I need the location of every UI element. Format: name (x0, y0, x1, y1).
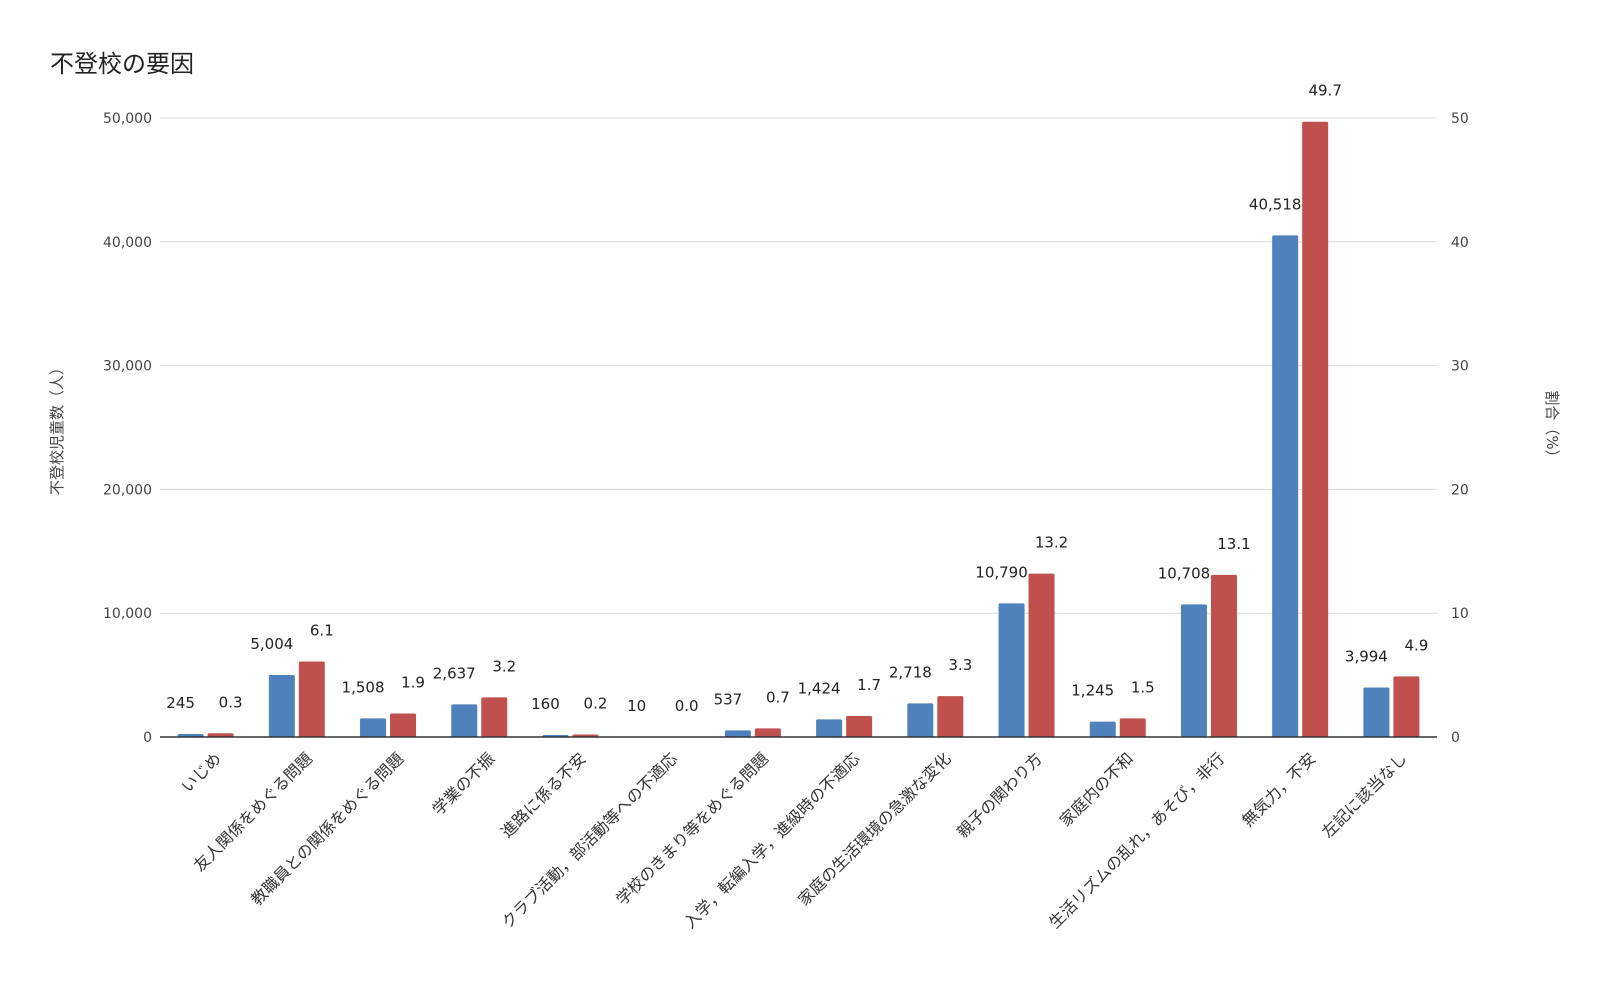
bars (177, 121, 1420, 738)
data-label-count: 2,637 (433, 664, 476, 682)
bar-percent (1393, 676, 1420, 737)
y-axis-title: 不登校児童数（人） (48, 360, 66, 495)
x-tick-label: 入学，転編入学，進級時の不適応 (680, 749, 863, 932)
data-label-percent: 0.2 (584, 695, 608, 713)
bar-count (1089, 721, 1116, 737)
data-label-count: 537 (714, 690, 743, 708)
data-label-percent: 3.2 (492, 657, 516, 675)
x-tick-label: 生活リズムの乱れ，あそび，非行 (1045, 749, 1228, 932)
bar-percent (481, 697, 508, 737)
data-label-count: 3,994 (1345, 648, 1388, 666)
x-tick-label: 進路に係る不安 (497, 749, 590, 842)
bar-count (360, 718, 387, 737)
y-tick-label: 10,000 (103, 606, 152, 622)
data-label-percent: 0.3 (219, 693, 243, 711)
x-tick-label: 左記に該当なし (1318, 749, 1411, 842)
data-label-percent: 13.2 (1035, 534, 1068, 552)
data-label-count: 160 (531, 695, 560, 713)
data-label-count: 5,004 (250, 635, 293, 653)
y2-tick-label: 40 (1451, 235, 1469, 251)
data-labels: 245 0.3 5,004 6.1 1,508 1.9 2,637 3.2 160 0.2 10 0.… (166, 82, 1428, 715)
bar-count (268, 675, 295, 737)
y2-tick-label: 0 (1451, 730, 1460, 746)
data-label-percent: 0.7 (766, 688, 790, 706)
bar-percent (390, 713, 417, 737)
y2-tick-label: 20 (1451, 482, 1469, 498)
data-label-percent: 1.5 (1131, 678, 1155, 696)
y-tick-label: 40,000 (103, 235, 152, 251)
bar-percent (1028, 573, 1055, 737)
data-label-percent: 1.7 (857, 676, 881, 694)
x-tick-label: クラブ活動，部活動等への不適応 (498, 749, 681, 932)
data-label-percent: 6.1 (310, 621, 334, 639)
bar-count (1272, 235, 1299, 738)
data-label-percent: 13.1 (1217, 535, 1250, 553)
bar-count (907, 703, 934, 737)
bar-percent (937, 696, 964, 737)
x-tick-label: 学業の不振 (429, 749, 499, 819)
bar-count (724, 730, 751, 737)
data-label-count: 10 (627, 697, 646, 715)
x-tick-label: 家庭の生活環境の急激な変化 (794, 749, 955, 910)
data-label-count: 1,508 (342, 678, 385, 696)
chart-title: 不登校の要因 (50, 50, 194, 78)
data-label-percent: 1.9 (401, 673, 425, 691)
y2-axis-title: 割合（%） (1543, 390, 1561, 464)
y-tick-label: 50,000 (103, 111, 152, 127)
x-tick-label: 親子の関わり方 (953, 749, 1046, 842)
y-tick-label: 30,000 (103, 359, 152, 375)
x-tick-label: 教職員との関係をめぐる問題 (247, 749, 407, 909)
bar-percent (846, 715, 873, 737)
y-tick-label: 20,000 (103, 482, 152, 498)
bar-percent (1210, 574, 1237, 737)
bar-count (1363, 687, 1390, 737)
data-label-count: 1,424 (798, 679, 841, 697)
data-label-percent: 4.9 (1404, 636, 1428, 654)
data-label-percent: 3.3 (948, 656, 972, 674)
bar-percent (298, 661, 325, 737)
bar-count (816, 719, 843, 737)
bar-count (177, 733, 204, 737)
data-label-count: 10,708 (1158, 564, 1211, 582)
y2-tick-label: 10 (1451, 606, 1469, 622)
x-tick-label: 無気力，不安 (1238, 749, 1319, 830)
data-label-count: 1,245 (1071, 682, 1114, 700)
data-label-count: 10,790 (975, 563, 1028, 581)
bar-percent (1119, 718, 1146, 737)
data-label-count: 245 (166, 694, 195, 712)
bar-percent (754, 728, 781, 737)
data-label-percent: 49.7 (1308, 82, 1341, 100)
y2-tick-label: 30 (1451, 359, 1469, 375)
x-tick-label: いじめ (178, 749, 225, 796)
bar-count (1180, 604, 1207, 737)
bar-count (451, 704, 478, 737)
bar-percent (207, 733, 234, 737)
data-label-count: 2,718 (889, 663, 932, 681)
x-tick-label: 家庭内の不和 (1056, 749, 1137, 830)
axes: 0 0 10,000 10 20,000 20 30,000 30 40,000 40 50,000… (48, 111, 1561, 932)
x-tick-label: 学校のきまり等をめぐる問題 (612, 749, 772, 909)
data-label-count: 40,518 (1249, 195, 1302, 213)
bar-count (998, 603, 1025, 737)
y2-tick-label: 50 (1451, 111, 1469, 127)
bar-percent (1302, 121, 1329, 738)
data-label-percent: 0.0 (675, 697, 699, 715)
y-tick-label: 0 (143, 730, 152, 746)
